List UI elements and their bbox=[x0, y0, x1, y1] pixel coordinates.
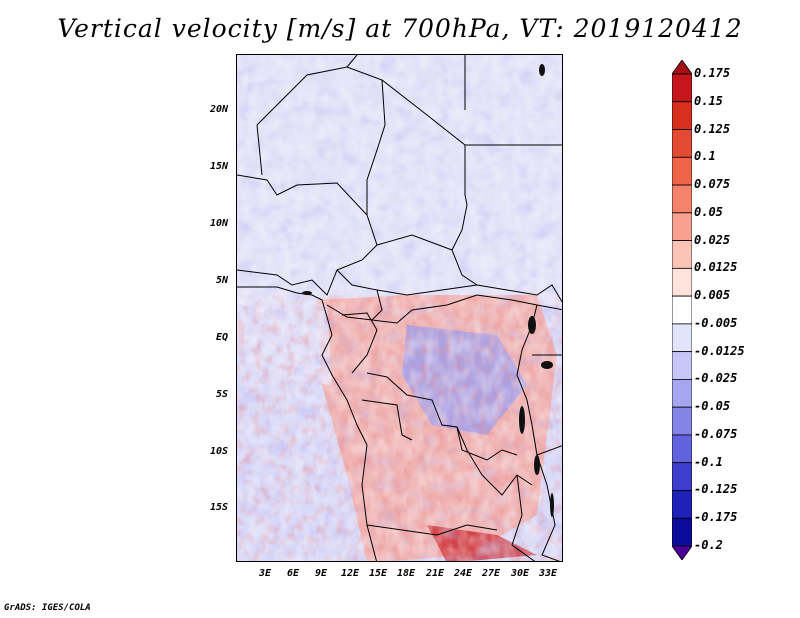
colorbar-label: -0.175 bbox=[694, 510, 738, 525]
lat-label-10s: 10S bbox=[209, 446, 228, 457]
lakes bbox=[302, 64, 554, 517]
colorbar-segment bbox=[671, 267, 693, 297]
colorbar-segment bbox=[671, 434, 693, 464]
lon-label-3e: 3E bbox=[258, 568, 272, 579]
colorbar-segment bbox=[671, 59, 693, 75]
lon-label-15e: 15E bbox=[368, 568, 388, 579]
colorbar-segment bbox=[671, 323, 693, 353]
colorbar-svg bbox=[671, 59, 693, 561]
lon-label-21e: 21E bbox=[425, 568, 445, 579]
colorbar-label: 0.025 bbox=[694, 232, 731, 247]
grads-credit: GrADS: IGES/COLA bbox=[4, 603, 91, 613]
colorbar-label: 0.075 bbox=[694, 177, 731, 192]
colorbar-segment bbox=[671, 490, 693, 519]
colorbar-segment bbox=[671, 379, 693, 408]
colorbar-segment bbox=[671, 184, 693, 214]
colorbar-label: -0.125 bbox=[694, 482, 738, 497]
colorbar-segment bbox=[671, 406, 693, 436]
colorbar-segment bbox=[671, 129, 693, 158]
colorbar-label: 0.05 bbox=[694, 204, 723, 219]
lon-label-18e: 18E bbox=[396, 568, 416, 579]
lon-label-33e: 33E bbox=[538, 568, 558, 579]
lon-label-6e: 6E bbox=[286, 568, 300, 579]
colorbar-label: 0.005 bbox=[694, 288, 731, 303]
map-plot bbox=[236, 54, 563, 562]
lat-label-5s: 5S bbox=[215, 389, 228, 400]
lat-label-15n: 15N bbox=[209, 161, 228, 172]
colorbar-label: -0.2 bbox=[694, 538, 723, 552]
colorbar-segment bbox=[671, 462, 693, 491]
lat-label-10n: 10N bbox=[209, 218, 228, 229]
colorbar-label: 0.15 bbox=[694, 93, 723, 108]
colorbar-segment bbox=[671, 73, 693, 103]
colorbar-segment bbox=[671, 295, 693, 325]
colorbar-label: -0.025 bbox=[694, 371, 738, 386]
colorbar-label: 0.175 bbox=[694, 66, 731, 80]
colorbar-segment bbox=[671, 212, 693, 241]
colorbar-label: 0.125 bbox=[694, 121, 731, 136]
colorbar-segment bbox=[671, 545, 693, 561]
colorbar-segment bbox=[671, 517, 693, 547]
lon-label-27e: 27E bbox=[481, 568, 501, 579]
lat-label-20n: 20N bbox=[209, 104, 228, 115]
lon-label-9e: 9E bbox=[314, 568, 328, 579]
lon-label-24e: 24E bbox=[453, 568, 473, 579]
lon-label-12e: 12E bbox=[340, 568, 360, 579]
lat-label-eq: EQ bbox=[215, 332, 228, 343]
lat-label-5n: 5N bbox=[215, 275, 228, 286]
colorbar-label: -0.0125 bbox=[694, 343, 745, 358]
lat-label-15s: 15S bbox=[209, 502, 228, 513]
field-texture-white bbox=[237, 55, 562, 561]
colorbar-label: 0.0125 bbox=[694, 260, 738, 275]
vertical-velocity-field bbox=[237, 55, 562, 561]
colorbar-label: -0.005 bbox=[694, 315, 738, 330]
colorbar-label: -0.05 bbox=[694, 399, 731, 414]
lon-label-30e: 30E bbox=[510, 568, 530, 579]
colorbar-label: -0.1 bbox=[694, 454, 723, 469]
colorbar-segment bbox=[671, 156, 693, 186]
colorbar-label: 0.1 bbox=[694, 149, 716, 164]
chart-title: Vertical velocity [m/s] at 700hPa, VT: 2… bbox=[57, 14, 743, 43]
colorbar-label: -0.075 bbox=[694, 426, 738, 441]
colorbar-segment bbox=[671, 101, 693, 130]
colorbar-segment bbox=[671, 240, 693, 269]
colorbar bbox=[671, 59, 693, 561]
colorbar-segment bbox=[671, 351, 693, 380]
